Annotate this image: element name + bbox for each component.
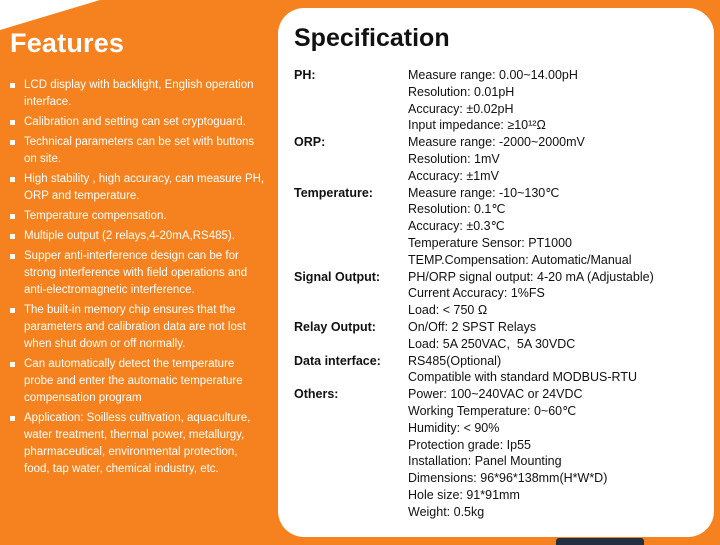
spec-line: PH/ORP signal output: 4-20 mA (Adjustabl… <box>408 269 654 284</box>
feature-text: Supper anti-interference design can be f… <box>24 250 248 296</box>
spec-line: Accuracy: ±1mV <box>408 168 499 183</box>
spec-label: ORP: <box>294 135 326 150</box>
spec-label: Others: <box>294 387 339 402</box>
spec-line: Accuracy: ±0.3℃ <box>408 219 505 234</box>
bullet-square-icon <box>10 120 15 125</box>
spec-values: Power: 100~240VAC or 24VDC Working Temper… <box>408 386 607 520</box>
specification-panel: Specification PH: Measure range: 0.00~14.… <box>278 8 714 537</box>
spec-line: Power: 100~240VAC or 24VDC <box>408 387 583 402</box>
spec-line: Input impedance: ≥10¹²Ω <box>408 118 546 133</box>
specification-title: Specification <box>294 24 450 52</box>
bullet-square-icon <box>10 362 15 367</box>
feature-text: Can automatically detect the temperature… <box>24 358 243 404</box>
feature-text: High stability , high accuracy, can meas… <box>24 173 265 202</box>
feature-item: Can automatically detect the temperature… <box>10 356 266 407</box>
feature-text: Multiple output (2 relays,4-20mA,RS485). <box>24 230 235 242</box>
spec-row: Relay Output: On/Off: 2 SPST Relays Load: … <box>294 319 706 353</box>
spec-row: Data interface: RS485(Optional) Compatible… <box>294 353 706 387</box>
bullet-square-icon <box>10 416 15 421</box>
feature-text: Calibration and setting can set cryptogu… <box>24 116 246 128</box>
spec-label: Data interface: <box>294 353 381 368</box>
feature-item: Temperature compensation. <box>10 208 266 225</box>
feature-item: LCD display with backlight, English oper… <box>10 77 266 111</box>
spec-values: On/Off: 2 SPST Relays Load: 5A 250VAC, 5A… <box>408 319 575 353</box>
spec-line: Dimensions: 96*96*138mm(H*W*D) <box>408 471 608 486</box>
spec-line: On/Off: 2 SPST Relays <box>408 319 537 334</box>
spec-values: RS485(Optional) Compatible with standard … <box>408 353 637 387</box>
bullet-square-icon <box>10 308 15 313</box>
spec-line: Temperature Sensor: PT1000 <box>408 235 572 250</box>
spec-line: Resolution: 0.1℃ <box>408 202 506 217</box>
features-section: Features LCD display with backlight, Eng… <box>0 0 278 545</box>
spec-line: Hole size: 91*91mm <box>408 487 520 502</box>
spec-line: Resolution: 0.01pH <box>408 84 515 99</box>
feature-text: Technical parameters can be set with but… <box>24 136 255 165</box>
spec-values: PH/ORP signal output: 4-20 mA (Adjustabl… <box>408 269 654 319</box>
spec-row: PH: Measure range: 0.00~14.00pH Resolution… <box>294 67 706 134</box>
feature-item: Supper anti-interference design can be f… <box>10 248 266 299</box>
spec-line: Current Accuracy: 1%FS <box>408 286 545 301</box>
feature-item: The built-in memory chip ensures that th… <box>10 302 266 353</box>
bullet-square-icon <box>10 234 15 239</box>
footer-accent-bar <box>556 538 644 545</box>
spec-line: Protection grade: Ip55 <box>408 437 531 452</box>
spec-values: Measure range: -10~130℃ Resolution: 0.1℃ A… <box>408 185 632 269</box>
spec-label: PH: <box>294 68 316 82</box>
spec-values: Measure range: 0.00~14.00pH Resolution: 0… <box>408 67 578 134</box>
spec-row: Signal Output: PH/ORP signal output: 4-20… <box>294 269 706 319</box>
feature-item: Application: Soilless cultivation, aquac… <box>10 410 266 478</box>
features-title: Features <box>10 28 125 58</box>
feature-text: LCD display with backlight, English oper… <box>24 79 254 108</box>
spec-label: Signal Output: <box>294 269 381 284</box>
spec-line: TEMP.Compensation: Automatic/Manual <box>408 252 632 267</box>
spec-line: Compatible with standard MODBUS-RTU <box>408 370 638 385</box>
bullet-square-icon <box>10 140 15 145</box>
spec-line: Accuracy: ±0.02pH <box>408 101 514 116</box>
feature-item: Technical parameters can be set with but… <box>10 134 266 168</box>
features-list: LCD display with backlight, English oper… <box>10 77 266 478</box>
spec-line: Installation: Panel Mounting <box>408 454 562 469</box>
spec-line: Measure range: -2000~2000mV <box>408 135 585 150</box>
bullet-square-icon <box>10 214 15 219</box>
spec-line: Measure range: -10~130℃ <box>408 185 560 200</box>
spec-row: Others: Power: 100~240VAC or 24VDC Working… <box>294 386 706 520</box>
feature-text: Application: Soilless cultivation, aquac… <box>24 412 251 475</box>
bullet-square-icon <box>10 177 15 182</box>
spec-row: Temperature: Measure range: -10~130℃ Resol… <box>294 185 706 269</box>
corner-decoration <box>0 0 100 30</box>
specification-table: PH: Measure range: 0.00~14.00pH Resolution… <box>294 67 706 521</box>
feature-item: Multiple output (2 relays,4-20mA,RS485). <box>10 228 266 245</box>
spec-line: Load: < 750 Ω <box>408 303 488 318</box>
spec-line: Measure range: 0.00~14.00pH <box>408 68 578 82</box>
spec-values: Measure range: -2000~2000mV Resolution: 1… <box>408 134 585 184</box>
spec-row: ORP: Measure range: -2000~2000mV Resolutio… <box>294 134 706 184</box>
spec-line: Humidity: < 90% <box>408 420 500 435</box>
bullet-square-icon <box>10 83 15 88</box>
feature-text: Temperature compensation. <box>24 210 167 222</box>
feature-item: Calibration and setting can set cryptogu… <box>10 114 266 131</box>
bullet-square-icon <box>10 254 15 259</box>
spec-line: Load: 5A 250VAC, 5A 30VDC <box>408 336 576 351</box>
spec-line: Working Temperature: 0~60℃ <box>408 403 577 418</box>
spec-line: Weight: 0.5kg <box>408 504 485 519</box>
spec-line: Resolution: 1mV <box>408 151 500 166</box>
feature-item: High stability , high accuracy, can meas… <box>10 171 266 205</box>
spec-label: Relay Output: <box>294 319 376 334</box>
feature-text: The built-in memory chip ensures that th… <box>24 304 246 350</box>
spec-label: Temperature: <box>294 185 373 200</box>
spec-line: RS485(Optional) <box>408 353 502 368</box>
